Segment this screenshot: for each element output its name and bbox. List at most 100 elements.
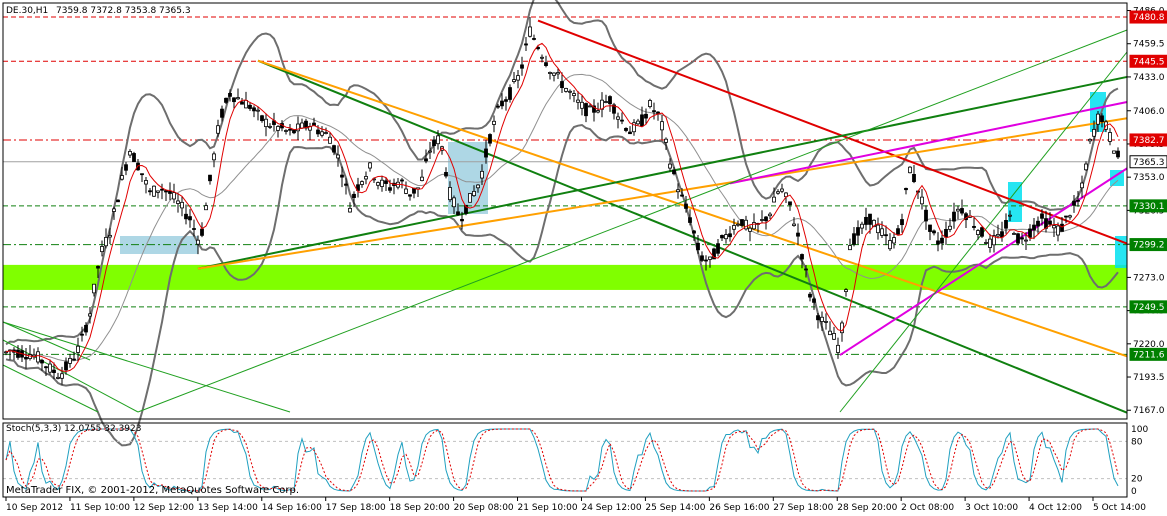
candle-body — [884, 234, 888, 237]
candle-body — [792, 223, 796, 226]
price-label-text: 7330.1 — [1133, 202, 1165, 212]
candle-body — [752, 222, 756, 230]
candle-body — [460, 218, 464, 222]
channel-line — [2, 364, 99, 413]
price-label-box — [1129, 300, 1167, 314]
candle-body — [500, 100, 504, 107]
candle-body — [276, 126, 280, 131]
candle-body — [1048, 220, 1052, 225]
candle-body — [116, 199, 120, 203]
candle-body — [812, 298, 816, 303]
candle-body — [488, 134, 492, 144]
candle-body — [328, 136, 332, 144]
candle-body — [24, 356, 28, 360]
candle-body — [528, 26, 532, 37]
candle-body — [556, 72, 560, 75]
candle-body — [48, 363, 52, 373]
candle-body — [256, 109, 260, 112]
candle-body — [976, 230, 980, 235]
candle-body — [776, 191, 780, 194]
candle-body — [632, 122, 636, 133]
candle-body — [472, 190, 476, 197]
candle-body — [828, 330, 832, 336]
candle-body — [240, 101, 244, 105]
candle-body — [220, 108, 224, 118]
candle-body — [64, 361, 68, 371]
candle-body — [944, 229, 948, 238]
candle-body — [980, 227, 984, 237]
price-label-text: 7249.5 — [1133, 303, 1165, 313]
candle-body — [436, 135, 440, 145]
candle-body — [732, 225, 736, 230]
time-tick-label: 25 Sep 14:00 — [645, 503, 705, 513]
candle-body — [324, 132, 328, 134]
candle-body — [252, 107, 256, 112]
candle-body — [564, 88, 568, 92]
time-tick-label: 28 Sep 20:00 — [837, 503, 897, 513]
price-label-text: 7445.5 — [1133, 57, 1165, 67]
candle-body — [1092, 129, 1096, 137]
candle-body — [112, 208, 116, 212]
candle-body — [288, 128, 292, 131]
candle-body — [448, 187, 452, 201]
candle-body — [320, 131, 324, 136]
candle-body — [160, 188, 164, 191]
candle-body — [912, 174, 916, 183]
candle-body — [1024, 239, 1028, 242]
candle-body — [380, 179, 384, 187]
candle-body — [88, 313, 92, 317]
candle-body — [108, 234, 112, 238]
candle-body — [404, 188, 408, 194]
candle-body — [244, 99, 248, 109]
candle-body — [424, 158, 428, 162]
time-tick-label: 5 Oct 14:00 — [1093, 503, 1146, 513]
time-tick-label: 18 Sep 20:00 — [390, 503, 450, 513]
candle-body — [896, 228, 900, 235]
candle-body — [668, 163, 672, 169]
candle-body — [164, 190, 168, 193]
candle-body — [852, 233, 856, 245]
price-label-box — [1129, 155, 1167, 169]
candle-body — [920, 196, 924, 205]
candle-body — [704, 259, 708, 262]
time-tick-label: 26 Sep 16:00 — [709, 503, 769, 513]
ohlc-label: 7359.8 7372.8 7353.8 7365.3 — [56, 6, 191, 16]
candle-body — [188, 216, 192, 221]
candle-body — [864, 216, 868, 225]
bollinger-upper — [5, 0, 1119, 346]
candle-body — [476, 184, 480, 189]
price-label-text: 7299.2 — [1133, 241, 1165, 251]
candle-body — [856, 227, 860, 236]
candle-body — [388, 187, 392, 191]
candle-body — [300, 122, 304, 129]
candle-body — [1116, 150, 1120, 158]
candle-body — [508, 87, 512, 100]
candle-body — [584, 103, 588, 117]
candle-body — [688, 217, 692, 223]
candle-body — [4, 351, 8, 354]
price-label-box — [1129, 347, 1167, 361]
copyright-text: MetaTrader FIX, © 2001-2012, MetaQuotes … — [6, 485, 299, 496]
candle-body — [936, 240, 940, 245]
candle-body — [796, 232, 800, 237]
candle-body — [616, 116, 620, 120]
candle-body — [192, 228, 196, 230]
candle-body — [80, 333, 84, 336]
trend-line — [537, 19, 1128, 245]
candle-body — [68, 357, 72, 364]
candle-body — [208, 174, 212, 182]
candle-body — [452, 197, 456, 208]
candle-body — [236, 97, 240, 100]
time-tick-label: 13 Sep 14:00 — [198, 503, 258, 513]
candle-body — [780, 188, 784, 192]
candle-body — [40, 359, 44, 364]
candle-body — [456, 211, 460, 216]
price-tick-label: 7353.0 — [1133, 173, 1165, 183]
candle-body — [356, 184, 360, 191]
candle-body — [644, 113, 648, 119]
trend-line — [197, 75, 1128, 270]
candle-body — [816, 315, 820, 321]
candle-body — [736, 223, 740, 226]
candle-body — [860, 223, 864, 229]
